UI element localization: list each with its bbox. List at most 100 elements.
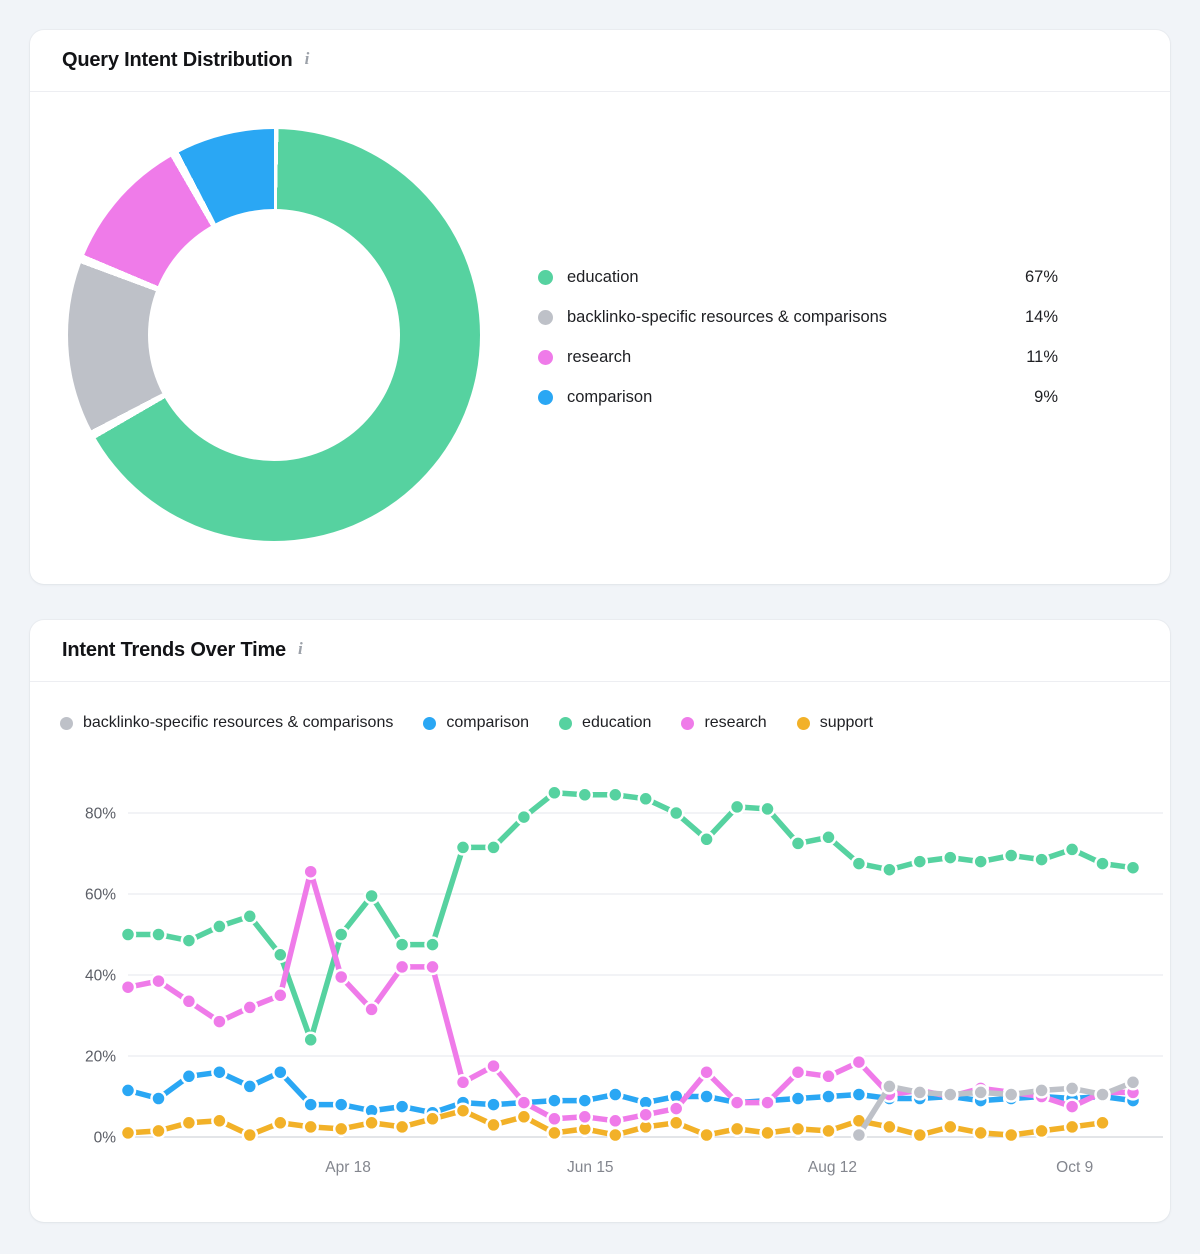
series-backlinko-specific <box>850 1074 1142 1144</box>
data-point <box>272 1114 289 1132</box>
data-point <box>302 1118 319 1136</box>
data-point <box>1063 1098 1081 1115</box>
data-point <box>546 1092 563 1109</box>
data-point <box>485 1057 502 1075</box>
data-point <box>576 1108 594 1126</box>
data-point <box>1033 1082 1050 1099</box>
data-point <box>272 946 289 964</box>
data-point <box>1063 1118 1081 1136</box>
trend-legend-item[interactable]: research <box>681 714 767 732</box>
data-point <box>1002 847 1020 864</box>
data-point <box>150 926 167 943</box>
data-point <box>850 1126 868 1144</box>
y-axis-tick-label: 0% <box>94 1130 117 1147</box>
donut-hole <box>147 208 401 462</box>
trend-legend-item[interactable]: education <box>559 714 651 732</box>
data-point <box>607 1086 624 1103</box>
data-point <box>241 1126 259 1144</box>
data-point <box>759 1124 776 1142</box>
data-point <box>942 849 959 866</box>
series-line <box>856 1079 1135 1137</box>
data-point <box>1094 855 1111 872</box>
data-point <box>119 926 137 943</box>
data-point <box>1002 1086 1020 1103</box>
trend-chart-legend: backlinko-specific resources & compariso… <box>60 706 1140 740</box>
data-point <box>911 1084 929 1101</box>
data-point <box>820 1088 837 1105</box>
data-point <box>332 1120 350 1138</box>
data-point <box>637 1106 654 1123</box>
data-point <box>698 1063 715 1081</box>
data-point <box>454 1074 472 1091</box>
data-point <box>820 829 837 846</box>
data-point <box>119 1124 137 1142</box>
data-point <box>302 1031 319 1049</box>
data-point <box>272 987 289 1004</box>
card-title: Query Intent Distribution <box>62 49 293 71</box>
donut-legend: education 67% backlinko-specific resources… <box>538 257 1058 417</box>
trend-legend-item[interactable]: backlinko-specific resources & compariso… <box>60 714 393 732</box>
data-point <box>150 1122 167 1140</box>
x-axis-tick-label: Oct 9 <box>1056 1159 1093 1176</box>
info-icon[interactable]: i <box>297 639 303 658</box>
data-point <box>637 790 654 808</box>
data-point <box>850 1086 868 1103</box>
data-point <box>667 1114 685 1132</box>
legend-label: backlinko-specific resources & compariso… <box>83 714 394 731</box>
info-icon[interactable]: i <box>304 49 310 68</box>
data-point <box>485 839 502 856</box>
data-point <box>1094 1086 1111 1103</box>
data-point <box>789 835 807 852</box>
x-axis-tick-label: Aug 12 <box>808 1159 857 1176</box>
data-point <box>881 861 898 878</box>
x-axis-tick-label: Jun 15 <box>567 1159 614 1176</box>
data-point <box>241 1078 259 1095</box>
data-point <box>302 863 319 880</box>
data-point <box>485 1116 502 1134</box>
legend-label: education <box>567 267 639 286</box>
data-point <box>515 1108 533 1126</box>
data-point <box>881 1078 898 1095</box>
data-point <box>211 1112 228 1130</box>
data-point <box>150 1090 167 1107</box>
data-point <box>393 1118 411 1136</box>
data-point <box>485 1096 502 1113</box>
data-point <box>241 908 259 925</box>
data-point <box>942 1086 959 1103</box>
y-axis-tick-label: 60% <box>85 887 116 904</box>
data-point <box>850 1053 868 1071</box>
legend-label: education <box>582 714 652 731</box>
legend-label: comparison <box>567 387 653 406</box>
card-header: Intent Trends Over Time i <box>30 620 1170 682</box>
data-point <box>728 1120 746 1138</box>
data-point <box>332 926 350 943</box>
trend-legend-item[interactable]: comparison <box>423 714 529 732</box>
data-point <box>728 1094 746 1111</box>
legend-dot-icon <box>538 389 553 405</box>
data-point <box>393 936 411 953</box>
series-line <box>127 1069 1134 1116</box>
data-point <box>942 1118 959 1136</box>
data-point <box>1063 1080 1081 1097</box>
data-point <box>1063 841 1081 858</box>
legend-dot-icon <box>538 309 553 325</box>
data-point <box>698 1126 715 1144</box>
data-point <box>607 786 624 804</box>
legend-value: 67% <box>1024 267 1058 286</box>
data-point <box>363 887 380 905</box>
data-point <box>789 1063 807 1081</box>
data-point <box>363 1001 380 1018</box>
data-point <box>911 853 929 870</box>
legend-value: 14% <box>1024 307 1058 326</box>
series-education <box>119 784 1142 1049</box>
legend-dot-icon <box>423 716 437 730</box>
data-point <box>911 1126 929 1144</box>
data-point <box>667 804 685 822</box>
trend-legend-item[interactable]: support <box>796 714 873 732</box>
legend-value: 11% <box>1026 347 1058 366</box>
data-point <box>546 1124 563 1142</box>
data-point <box>667 1100 685 1117</box>
card-header: Query Intent Distribution i <box>30 30 1170 92</box>
data-point <box>576 1092 594 1109</box>
data-point <box>515 1094 533 1111</box>
